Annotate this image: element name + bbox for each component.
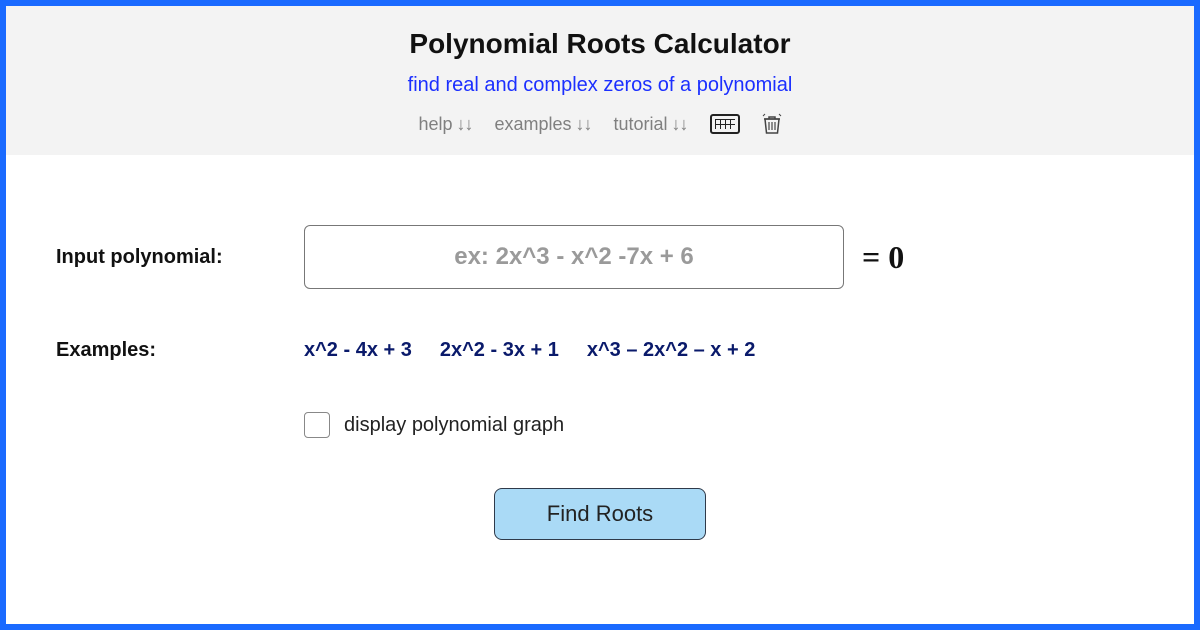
example-item[interactable]: 2x^2 - 3x + 1 — [440, 339, 559, 362]
trash-icon[interactable] — [762, 113, 782, 135]
input-label: Input polynomial: — [56, 246, 304, 269]
polynomial-input[interactable] — [304, 225, 844, 289]
examples-link[interactable]: examples ↓↓ — [494, 114, 591, 135]
body: Input polynomial: = 0 Examples: x^2 - 4x… — [6, 155, 1194, 540]
page-title: Polynomial Roots Calculator — [6, 28, 1194, 60]
examples-label: Examples: — [56, 339, 304, 362]
keyboard-icon[interactable] — [710, 114, 740, 134]
page-subtitle: find real and complex zeros of a polynom… — [6, 74, 1194, 97]
down-arrows-icon: ↓↓ — [456, 114, 472, 135]
examples-link-label: examples — [494, 114, 571, 135]
display-graph-label: display polynomial graph — [344, 414, 564, 437]
help-link[interactable]: help ↓↓ — [418, 114, 472, 135]
help-link-label: help — [418, 114, 452, 135]
example-item[interactable]: x^2 - 4x + 3 — [304, 339, 412, 362]
tutorial-link[interactable]: tutorial ↓↓ — [614, 114, 688, 135]
find-roots-button[interactable]: Find Roots — [494, 488, 706, 540]
examples-list: x^2 - 4x + 3 2x^2 - 3x + 1 x^3 – 2x^2 – … — [304, 339, 755, 362]
example-item[interactable]: x^3 – 2x^2 – x + 2 — [587, 339, 756, 362]
button-row: Find Roots — [56, 488, 1144, 540]
header: Polynomial Roots Calculator find real an… — [6, 6, 1194, 155]
input-row: Input polynomial: = 0 — [56, 225, 1144, 289]
graph-checkbox-row: display polynomial graph — [304, 412, 1144, 438]
app-frame: Polynomial Roots Calculator find real an… — [0, 0, 1200, 630]
examples-row: Examples: x^2 - 4x + 3 2x^2 - 3x + 1 x^3… — [56, 339, 1144, 362]
down-arrows-icon: ↓↓ — [576, 114, 592, 135]
down-arrows-icon: ↓↓ — [672, 114, 688, 135]
tutorial-link-label: tutorial — [614, 114, 668, 135]
nav-row: help ↓↓ examples ↓↓ tutorial ↓↓ — [6, 113, 1194, 135]
display-graph-checkbox[interactable] — [304, 412, 330, 438]
equals-zero-label: = 0 — [862, 239, 904, 276]
